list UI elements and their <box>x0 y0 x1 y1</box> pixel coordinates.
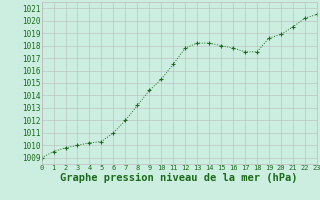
X-axis label: Graphe pression niveau de la mer (hPa): Graphe pression niveau de la mer (hPa) <box>60 173 298 183</box>
